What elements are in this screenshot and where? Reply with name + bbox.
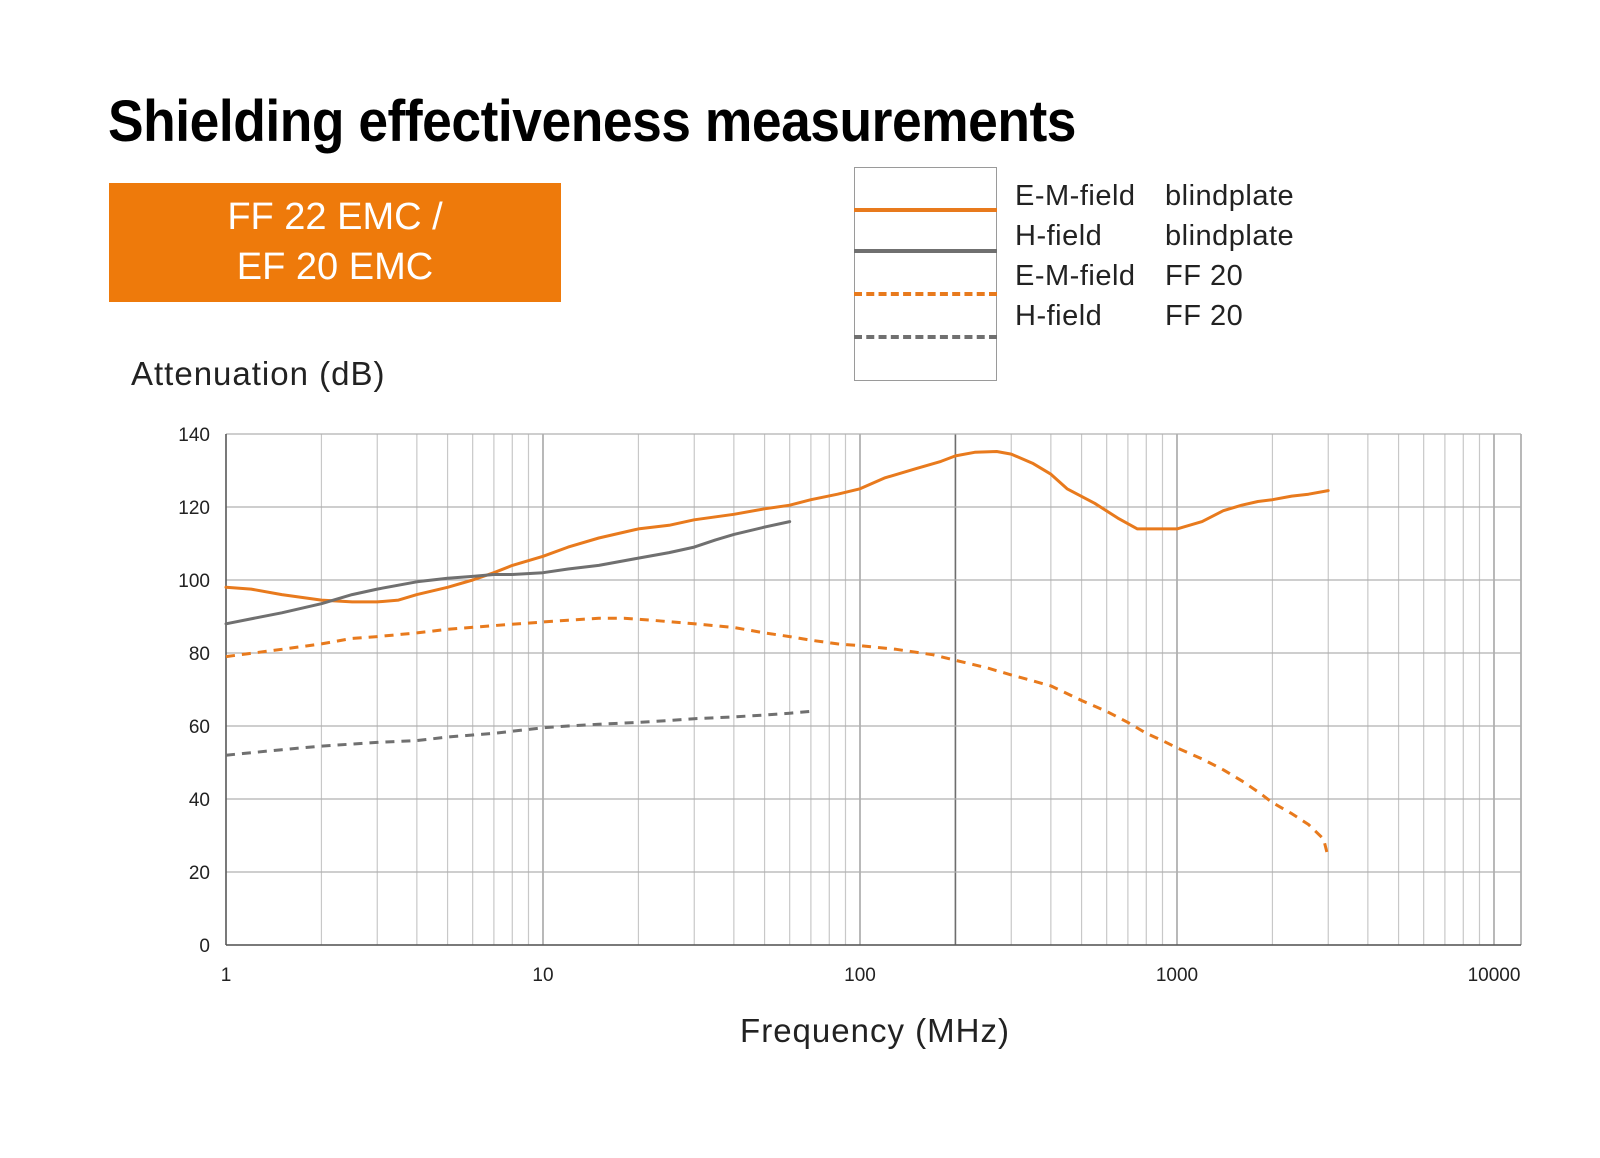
x-tick-label: 100 [844,965,876,986]
legend-label-h-ff20: H-field FF 20 [1015,300,1243,333]
legend-type-1: blindplate [1165,220,1295,252]
y-axis-label: Attenuation (dB) [131,355,386,392]
y-tick-label: 140 [178,425,210,446]
product-badge-line-2: EF 20 EMC [236,246,434,288]
legend-label-em-ff20: E-M-field FF 20 [1015,260,1243,293]
legend-label-h-blindplate: H-field blindplate [1015,220,1294,253]
legend-type-2: FF 20 [1165,260,1244,292]
chart-title: Shielding effectiveness measurements [108,89,1077,154]
x-tick-label: 10 [532,965,553,986]
legend-swatch-h-ff20 [854,335,997,339]
legend-swatch-em-ff20 [854,292,997,296]
legend-type-3: FF 20 [1165,300,1244,332]
series-h-blindplate [224,520,792,626]
y-tick-label: 60 [189,717,210,738]
y-tick-label: 100 [178,571,210,592]
legend-swatch-em-blindplate [854,208,997,212]
product-badge-line-1: FF 22 EMC / [227,196,443,238]
legend-field-1: H-field [1015,220,1103,252]
series-em-ff20 [225,616,1330,858]
legend-field-3: H-field [1015,300,1103,332]
legend-swatch-h-blindplate [854,249,997,253]
legend-swatch-box [854,167,997,381]
product-badge: FF 22 EMC / EF 20 EMC [109,183,561,302]
x-axis-label: Frequency (MHz) [740,1012,1010,1049]
legend-field-0: E-M-field [1015,180,1136,212]
series-em-blindplate [224,450,1330,604]
y-tick-label: 0 [199,936,210,957]
y-tick-label: 80 [189,644,210,665]
x-tick-label: 10000 [1468,965,1521,986]
legend-type-0: blindplate [1165,180,1295,212]
y-tick-label: 20 [189,863,210,884]
legend-field-2: E-M-field [1015,260,1136,292]
x-tick-label: 1 [221,965,232,986]
series-h-ff20 [225,709,812,757]
legend-label-em-blindplate: E-M-field blindplate [1015,180,1294,213]
y-tick-label: 40 [189,790,210,811]
x-tick-label: 1000 [1156,965,1198,986]
y-tick-label: 120 [178,498,210,519]
